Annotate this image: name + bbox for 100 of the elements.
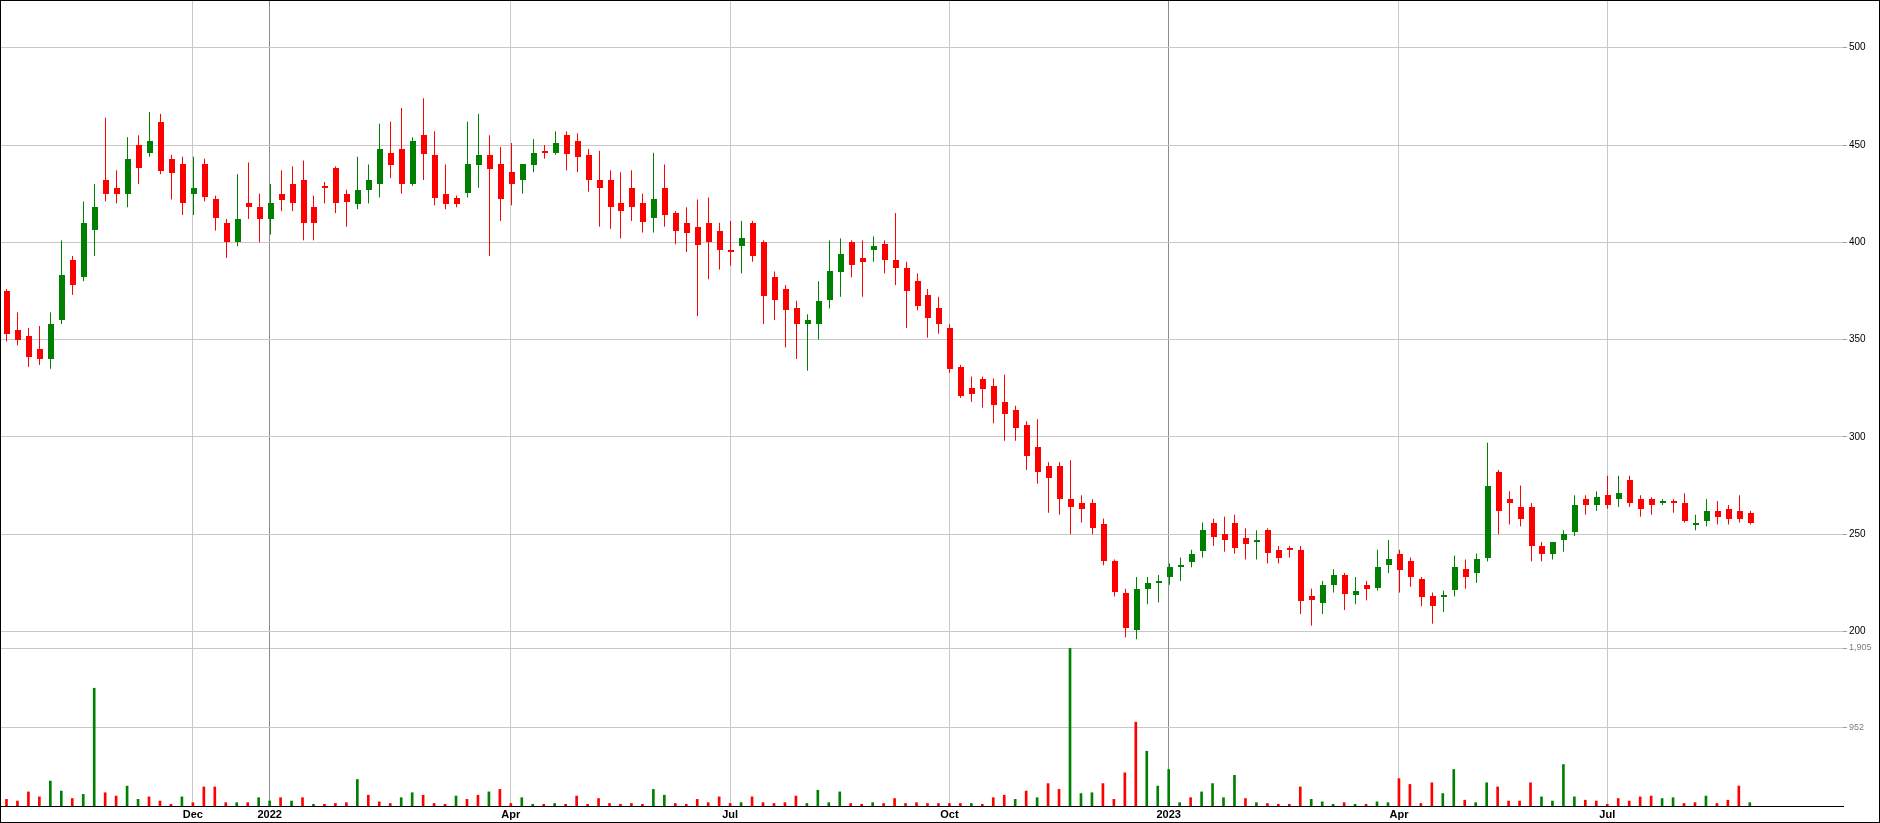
bar: [926, 803, 929, 806]
bar: [279, 797, 282, 806]
candlestick: [476, 113, 482, 189]
bar: [290, 800, 293, 806]
candlestick: [1561, 529, 1567, 553]
candlestick: [1583, 494, 1589, 516]
candlestick: [1211, 518, 1217, 547]
candlestick: [575, 132, 581, 173]
bar: [1441, 793, 1445, 806]
candlestick: [1518, 485, 1524, 527]
candlestick: [1474, 553, 1480, 584]
bar: [377, 801, 381, 806]
candlestick: [783, 284, 789, 348]
bar: [1540, 796, 1543, 806]
candlestick: [235, 173, 241, 247]
candlestick: [344, 189, 350, 228]
bar: [1002, 794, 1006, 806]
y-tick-label: 350: [1849, 333, 1867, 345]
candlestick: [1430, 592, 1436, 625]
bar: [92, 687, 96, 806]
candlestick: [246, 162, 252, 220]
candlestick: [1638, 494, 1644, 518]
bar: [1507, 800, 1510, 806]
y-tick-label: 250: [1849, 527, 1867, 539]
bar: [27, 791, 30, 806]
bar: [1562, 764, 1565, 806]
candlestick: [1605, 475, 1611, 510]
candlestick: [991, 378, 997, 424]
candlestick: [355, 156, 361, 210]
bar: [1551, 800, 1554, 806]
bar: [224, 802, 228, 806]
candlestick: [1331, 568, 1337, 594]
bar: [959, 803, 962, 806]
bar: [235, 802, 239, 806]
candlestick: [114, 169, 120, 204]
bar: [38, 796, 41, 806]
candlestick: [1156, 574, 1162, 603]
candlestick: [860, 239, 866, 298]
candlestick: [1704, 498, 1710, 527]
x-tick-label: Dec: [182, 807, 203, 820]
bar: [652, 789, 655, 806]
candlestick: [136, 134, 142, 185]
candlestick: [564, 130, 570, 171]
candlestick: [421, 97, 427, 181]
bar: [1496, 786, 1499, 806]
candlestick: [893, 212, 899, 286]
candlestick: [849, 239, 855, 278]
candlestick: [597, 150, 603, 228]
bar: [246, 802, 250, 806]
candlestick: [322, 181, 328, 204]
candlestick: [1243, 527, 1249, 560]
bar: [970, 803, 973, 806]
candlestick: [290, 165, 296, 212]
bar: [16, 800, 19, 806]
x-tick-label: Oct: [940, 807, 959, 820]
candlestick: [871, 235, 877, 263]
candlestick: [279, 169, 285, 212]
candlestick: [1737, 494, 1743, 524]
candlestick: [1682, 492, 1688, 524]
y-tick-label: 400: [1849, 236, 1867, 248]
bar: [213, 786, 217, 806]
bar: [1485, 782, 1488, 806]
bar: [49, 780, 52, 806]
bar: [399, 797, 403, 806]
candlestick: [213, 195, 219, 232]
x-tick-label: Jul: [722, 807, 739, 820]
y-tick-label: 500: [1849, 41, 1867, 53]
bar: [838, 791, 842, 806]
candlestick: [1364, 580, 1370, 601]
bar: [520, 797, 524, 806]
candlestick: [640, 193, 646, 234]
bar: [1627, 800, 1631, 806]
candlestick: [1715, 500, 1721, 525]
candlestick: [1594, 490, 1600, 512]
bar: [1211, 783, 1214, 806]
bar: [257, 797, 260, 806]
candlestick: [816, 280, 822, 341]
candlestick: [980, 376, 986, 409]
candlestick: [695, 198, 701, 317]
candlestick: [805, 313, 811, 372]
candlestick: [15, 311, 21, 346]
bar: [1244, 798, 1247, 806]
bar: [706, 802, 710, 806]
candlestick: [257, 193, 263, 243]
bar: [608, 803, 611, 806]
bar: [268, 800, 271, 806]
candlestick: [531, 138, 537, 173]
candlestick: [103, 117, 109, 202]
candlestick: [1463, 558, 1469, 590]
bar: [70, 798, 74, 806]
candlestick: [1254, 529, 1260, 560]
candlestick: [1178, 557, 1184, 582]
bar: [673, 803, 677, 806]
y-tick-label: 300: [1849, 430, 1867, 442]
candlestick: [1353, 576, 1359, 605]
candlestick: [717, 222, 723, 271]
candlestick: [1167, 562, 1173, 586]
candlestick: [629, 169, 635, 222]
candlestick: [1419, 576, 1425, 607]
candlestick: [706, 197, 712, 280]
